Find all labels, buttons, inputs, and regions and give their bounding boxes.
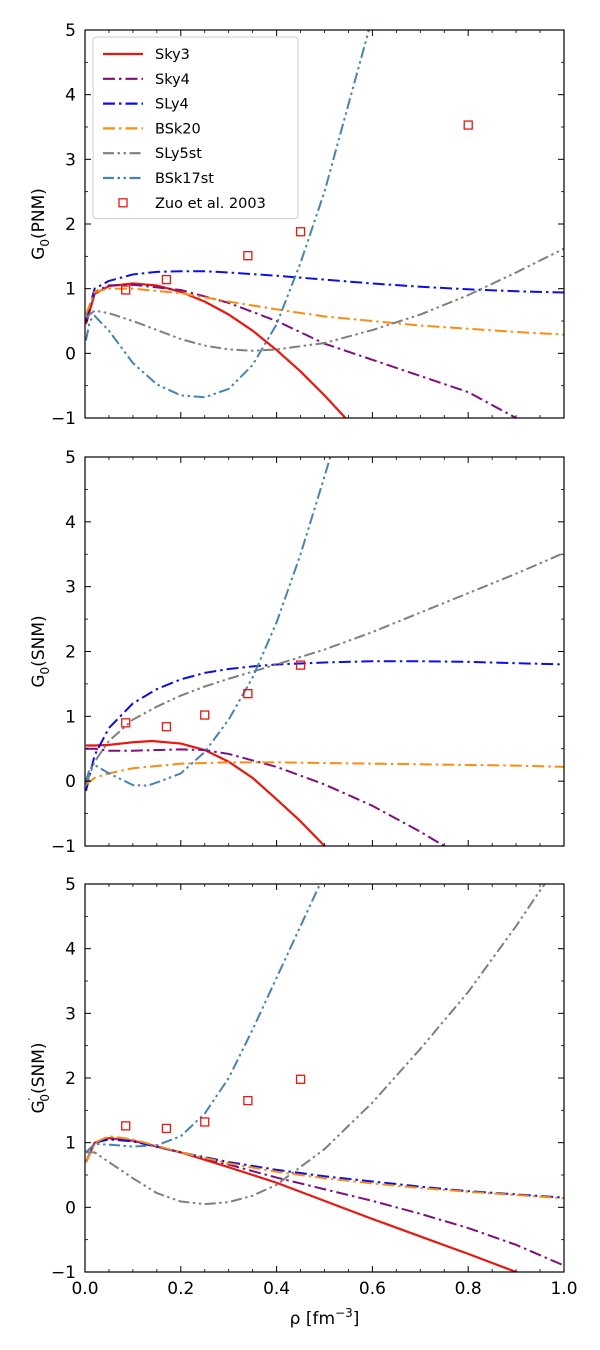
series-line-sly4 [85,1138,564,1199]
series-group [85,884,564,1272]
series-line-sly5st [85,884,547,1206]
series-line-bsk17st [85,457,332,787]
y-tick-label: 1 [65,707,76,727]
panel-bottom: −1 0 1 2 3 4 5 0.0 0.2 0.4 0.6 0.8 1.0 ρ [fm−3] G′0(SN… [26,875,578,1329]
y-axis-label: G′0(SNM) [26,1042,52,1113]
y-tick-label: 1 [65,280,76,300]
y-tick-label: 4 [65,86,76,106]
legend-label-bsk17st: BSk17st [155,171,214,187]
series-line-bsk17st [85,30,370,399]
plot-frame [84,456,565,847]
series-line-bsk20 [85,287,564,336]
legend-label-bsk20: BSk20 [155,121,201,137]
data-point-zuo [295,660,306,670]
y-tick-label: 2 [65,1069,76,1089]
y-tick-label: 4 [65,940,76,960]
series-line-bsk17st [85,884,322,1154]
y-axis-label: G0(PNM) [29,188,52,260]
x-axis-label: ρ [fm−3] [290,1306,360,1329]
series-line-sly4 [85,660,564,792]
data-point-zuo [243,251,253,261]
y-tick-label: 2 [65,215,76,235]
legend-label-sly5st: SLy5st [155,146,202,162]
series-group [85,457,564,846]
series-group [85,30,564,418]
plot-frame [84,29,565,419]
panel-top: −1 0 1 2 3 4 5 G0(PNM) Sky3 Sky4 SLy4 BSk20 SLy5st BS… [29,21,565,429]
y-tick-label: 3 [65,1004,76,1024]
data-point-zuo [463,120,473,130]
data-point-zuo [295,227,306,237]
x-tick-label: 0.4 [263,1279,290,1299]
data-point-zuo [243,1095,253,1106]
y-tick-label: 5 [65,21,76,41]
series-line-sky4 [85,283,519,418]
legend-label-sly4: SLy4 [155,97,189,113]
legend-label-zuo: Zuo et al. 2003 [155,196,266,212]
y-tick-label: 0 [65,772,76,792]
data-point-zuo [161,1123,172,1134]
data-point-zuo [121,285,131,295]
data-point-zuo [295,1074,306,1084]
series-line-sly5st [85,552,564,785]
y-tick-label: 3 [65,578,76,598]
data-point-zuo [161,274,172,285]
data-point-zuo [243,688,253,699]
data-point-zuo [121,718,131,728]
legend-box [92,36,299,220]
y-tick-label: −1 [51,409,76,429]
y-tick-label: 1 [65,1134,76,1154]
plot-area [85,884,564,1272]
y-tick-label: 0 [65,1198,76,1218]
legend-label-sky4: Sky4 [155,72,190,88]
y-tick-label: 3 [65,150,76,170]
series-line-sky4 [85,747,447,846]
x-tick-label: 0.8 [455,1279,482,1299]
panel-middle: −1 0 1 2 3 4 5 G0(SNM) [29,448,565,857]
series-line-sky3 [85,1137,520,1272]
legend-label-sky3: Sky3 [155,47,190,63]
data-point-zuo [200,1117,210,1127]
y-tick-label: 5 [65,448,76,468]
series-line-sly5st [85,247,564,352]
plot-area [85,457,564,846]
series-line-bsk20 [85,1135,564,1200]
y-tick-label: 5 [65,875,76,895]
y-tick-label: 0 [65,344,76,364]
y-tick-label: 4 [65,513,76,533]
data-point-zuo [161,722,172,732]
x-tick-label: 0.0 [71,1279,98,1299]
data-point-zuo [200,710,210,720]
legend-swatch-zuo [118,198,128,208]
series-line-sky4 [85,1137,564,1267]
x-tick-label: 0.2 [167,1279,194,1299]
data-point-zuo [121,1121,131,1131]
y-tick-label: 2 [65,643,76,663]
y-tick-label: −1 [51,1263,76,1283]
x-tick-label: 0.6 [359,1279,386,1299]
y-axis-label: G0(SNM) [29,615,52,687]
x-tick-label: 1.0 [550,1279,577,1299]
legend: Sky3 Sky4 SLy4 BSk20 SLy5st BSk17st Zuo et al.… [92,36,299,220]
plot-frame [84,883,565,1273]
y-tick-label: −1 [51,837,76,857]
